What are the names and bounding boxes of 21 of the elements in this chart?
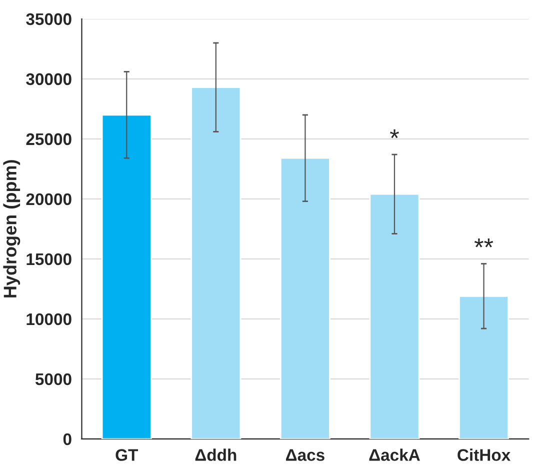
y-axis-title: Hydrogen (ppm)	[3, 160, 20, 298]
y-tick-label: 35000	[26, 13, 72, 26]
x-tick-label: Δddh	[195, 448, 236, 461]
x-tick-label: Δacs	[286, 449, 324, 461]
x-tick-label: CitHox	[458, 448, 511, 461]
annotation: **	[474, 238, 494, 248]
bar	[101, 114, 152, 439]
x-tick-label: GT	[116, 449, 138, 461]
bar	[458, 295, 510, 439]
y-tick-label: 10000	[26, 313, 72, 326]
bar	[190, 86, 242, 439]
bar	[369, 193, 420, 439]
y-tick-label: 0	[63, 433, 72, 446]
y-tick-label: 15000	[26, 253, 72, 266]
annotation: *	[390, 129, 399, 138]
y-tick-label: 30000	[26, 73, 72, 86]
x-tick-label: ΔackA	[369, 448, 420, 461]
y-tick-label: 20000	[26, 193, 72, 206]
bar	[280, 157, 330, 439]
y-tick-label: 5000	[35, 373, 72, 386]
y-tick-label: 25000	[26, 133, 72, 146]
